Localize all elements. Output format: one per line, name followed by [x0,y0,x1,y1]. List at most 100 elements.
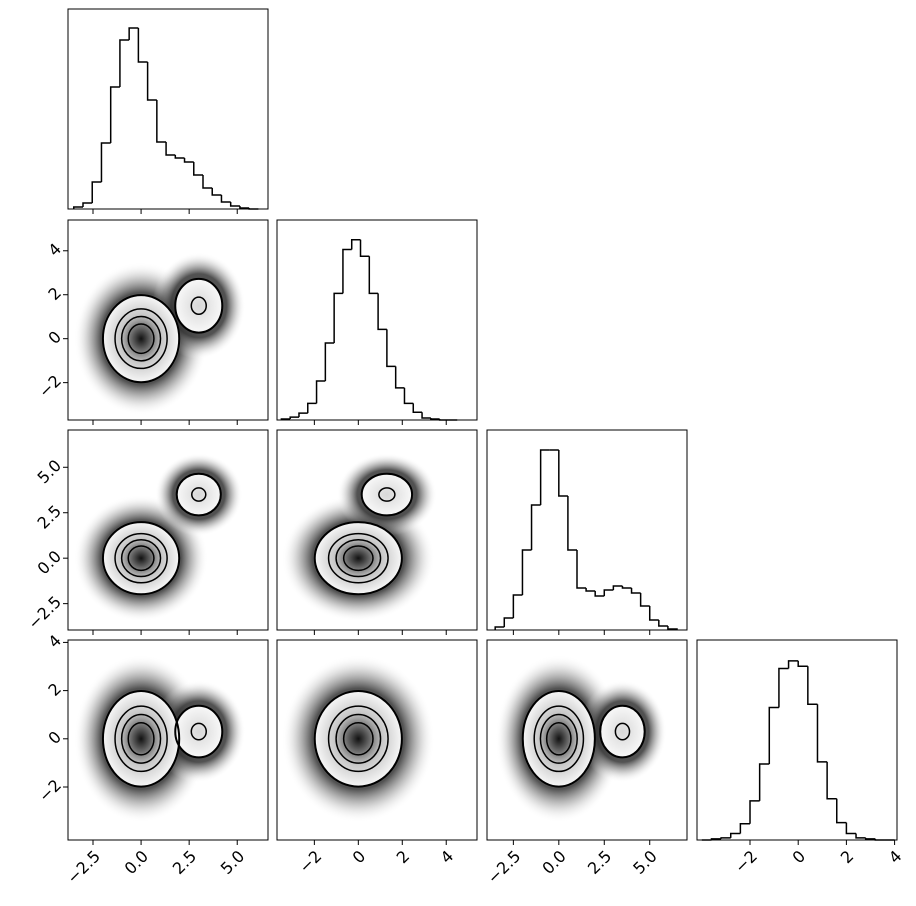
y-tick-label: 2.5 [34,501,65,532]
axes-frame [486,429,688,631]
contour [327,705,389,773]
histogram-bin [193,162,203,176]
contour [101,690,181,788]
histogram-bin [845,822,857,835]
histogram-bin [377,293,387,331]
histogram-bin [758,763,770,801]
histogram-bin [585,588,596,592]
histogram-bin [430,418,440,420]
histogram-bin [603,589,614,596]
density-core [522,691,595,787]
contour [114,532,168,584]
histogram-bin [73,206,83,209]
contour [101,521,181,596]
histogram-bin [630,588,641,594]
histogram-bin [826,761,837,800]
histogram-bin [100,142,111,182]
y-tick-label: 2 [44,679,65,700]
y-tick-label: 0.0 [34,547,65,578]
density-panel [74,252,246,416]
density-core [176,473,221,516]
contour [599,704,646,759]
contour [127,323,155,355]
x-tick-label: 5.0 [629,847,660,878]
contour [101,294,181,384]
histogram-bin [567,496,577,551]
x-tick-label: 0.0 [121,847,152,878]
contour [342,545,374,572]
x-tick-label: −2.5 [63,847,104,888]
contour [545,721,572,756]
y-tick-label: 4 [44,239,65,260]
contour [174,277,224,334]
axes-frame [67,639,269,841]
histogram-bin [350,238,361,250]
density-core [314,691,402,787]
x-tick-label: 0 [789,847,810,868]
x-tick-label: 2.5 [169,847,200,878]
density-panel [495,654,667,823]
histogram-bin [539,449,550,505]
histogram-bin [183,158,194,163]
contour [335,713,382,764]
histogram-bin [211,188,222,196]
histogram-bin [333,292,343,344]
y-tick-label: 0 [44,727,65,748]
contour [335,539,382,578]
axes-frame [67,429,269,631]
contour [114,705,168,773]
contour [342,721,374,756]
histogram-bin [807,666,818,706]
axes-frame [486,639,688,841]
histogram-bin [749,800,760,824]
x-tick-label: 2 [837,847,858,868]
x-tick-label: 0.0 [538,847,569,878]
histogram-bin [530,504,541,550]
histogram-bin [82,202,93,207]
histogram-bin [109,86,120,143]
histogram-bin [855,833,866,839]
histogram-bin [403,387,414,405]
histogram-bin [494,626,505,630]
histogram-bin [864,837,876,840]
histogram-bin [648,606,659,621]
contour [360,472,414,517]
contour [174,704,224,759]
x-tick-label: −2.5 [483,847,524,888]
histogram-bin [421,412,431,419]
contour [614,722,631,741]
density-core [600,705,645,758]
density-core [102,691,180,787]
histogram-bin [315,380,326,404]
histogram-bin [503,617,514,627]
histogram-bin [739,822,751,834]
contour [378,487,396,502]
histogram-bin [594,591,605,597]
histogram-bin [220,195,231,203]
contour [539,713,578,764]
histogram-bin [91,181,102,203]
histogram-bin [137,28,148,63]
y-tick-label: 5.0 [34,456,65,487]
histogram-bin [298,412,308,418]
y-tick-label: 0 [44,327,65,348]
contour [313,521,403,596]
x-tick-label: 2.5 [584,847,615,878]
x-tick-label: 4 [437,847,458,868]
contour [120,315,162,362]
axes-frame [67,8,269,210]
axes-frame [67,219,269,421]
histogram-bin [359,239,370,258]
histogram-bin [229,202,240,207]
histogram-bin [239,206,250,209]
axes-frame [696,639,898,841]
histogram-bin [146,62,157,101]
contour [191,487,207,502]
density-panel [74,654,246,823]
contour [127,545,155,572]
histogram-bin [639,593,650,607]
x-tick-label: −2 [295,847,325,877]
axes-frame [276,219,478,421]
histogram-bin [778,667,789,708]
histogram-bin [119,39,130,87]
